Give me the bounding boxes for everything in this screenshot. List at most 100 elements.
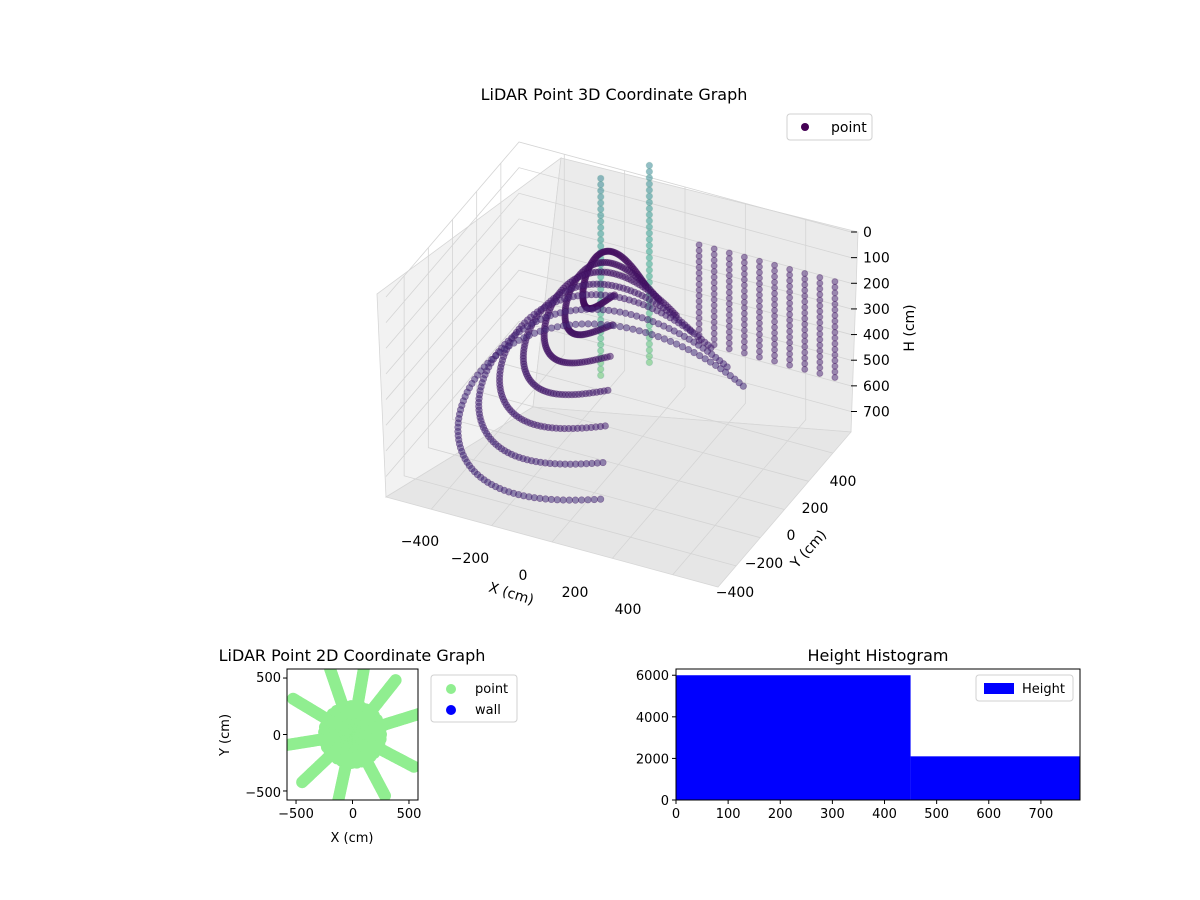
- streak-point: [786, 294, 794, 302]
- z-tick-label: 100: [863, 251, 890, 267]
- streak-point: [740, 349, 748, 357]
- streak-point: [816, 364, 824, 372]
- y-tick-label: −500: [245, 786, 281, 801]
- grid-line: [385, 218, 852, 375]
- streak-point: [740, 281, 748, 289]
- pole-point: [645, 198, 654, 207]
- streak-point: [816, 279, 824, 287]
- streak-point: [710, 301, 718, 309]
- y-tick-label: 4000: [636, 711, 669, 726]
- streak-point: [740, 321, 748, 329]
- legend-2d-wall-label: wall: [475, 703, 501, 718]
- streak-point: [831, 306, 839, 314]
- streak-point: [801, 326, 809, 334]
- scatter-point: [389, 674, 402, 687]
- streak-point: [740, 264, 748, 272]
- ring-point: [622, 324, 631, 332]
- streak-point: [786, 271, 794, 279]
- grid-line: [385, 295, 852, 452]
- legend-3d-frame: [786, 113, 873, 141]
- scatter-point: [287, 739, 293, 752]
- x-tick-label: 100: [716, 807, 741, 822]
- streak-point: [755, 336, 763, 344]
- z-tick-label: 400: [863, 328, 890, 344]
- histogram-bar: [910, 756, 1080, 800]
- grid-line: [476, 191, 809, 482]
- ring-point: [690, 348, 698, 357]
- ring-point: [721, 368, 730, 376]
- streak-point: [771, 278, 779, 286]
- x-ticks-3d: −400 −200 0 200 400: [401, 534, 642, 618]
- x-axis-label-3d: X (cm): [487, 580, 536, 609]
- pole-point: [597, 199, 605, 207]
- streak-point: [710, 279, 718, 287]
- pole-point: [645, 223, 654, 231]
- streak-point: [831, 374, 839, 382]
- pole-point: [645, 211, 654, 219]
- streak-point: [695, 269, 703, 277]
- streak-point: [755, 347, 763, 355]
- streak-point: [831, 328, 839, 336]
- streak-point: [725, 260, 733, 268]
- streak-point: [725, 266, 733, 274]
- streak-point: [710, 251, 718, 259]
- streak-point: [755, 353, 763, 361]
- scatter-point: [287, 740, 291, 751]
- grid-line: [385, 269, 852, 426]
- ring-point: [553, 496, 561, 504]
- grid-line: [430, 154, 565, 510]
- streak-point: [755, 268, 763, 276]
- streak-point: [695, 292, 703, 300]
- chart-3d-title: LiDAR Point 3D Coordinate Graph: [481, 85, 748, 104]
- streak-point: [755, 274, 763, 282]
- streak-point: [771, 312, 779, 320]
- ticks-2d: [283, 677, 410, 804]
- ring-point: [590, 495, 598, 504]
- streak-point: [816, 358, 824, 366]
- streak-point: [725, 328, 733, 336]
- ring-point: [559, 496, 567, 504]
- histogram-bar: [676, 675, 911, 800]
- ring-point: [559, 322, 568, 330]
- streak-point: [771, 295, 779, 303]
- pole-point: [597, 340, 605, 349]
- ring-point: [701, 355, 709, 363]
- ring-point: [648, 330, 656, 339]
- histogram-bars: [676, 675, 1080, 800]
- streak-point: [801, 309, 809, 317]
- x-axis-label-2d: X (cm): [331, 831, 374, 846]
- streak-point: [801, 360, 809, 368]
- ring-point: [672, 340, 681, 348]
- streak-point: [801, 365, 809, 373]
- streak-point: [816, 307, 824, 315]
- streak-point: [740, 315, 748, 323]
- ring-point: [572, 320, 580, 328]
- x-tick-label: 500: [924, 807, 949, 822]
- streak-point: [801, 269, 809, 277]
- legend-3d: point: [786, 113, 873, 141]
- streak-point: [695, 263, 703, 271]
- streak-point: [831, 351, 839, 359]
- x-tick-label: 700: [1028, 807, 1053, 822]
- grid-line: [551, 187, 686, 543]
- scatter-point: [407, 760, 418, 773]
- streak-point: [695, 241, 703, 249]
- streak-point: [710, 256, 718, 264]
- streak-point: [786, 288, 794, 296]
- streak-point: [831, 345, 839, 353]
- chart-histogram: Height Histogram 0 100 200 300 400 500 600 7000…: [636, 646, 1081, 822]
- streak-point: [771, 273, 779, 281]
- legend-2d-point-marker: [446, 684, 456, 694]
- grid-line: [385, 141, 852, 298]
- streak-point: [831, 289, 839, 297]
- ring-point: [565, 496, 573, 504]
- streak-point: [786, 305, 794, 313]
- ring-point: [553, 323, 562, 331]
- z-tick-label: 700: [863, 404, 890, 420]
- pole-point: [597, 334, 605, 343]
- pole-point: [645, 235, 654, 244]
- scatter-point: [287, 692, 300, 705]
- ring-point: [597, 320, 605, 328]
- ring-point: [629, 325, 637, 333]
- streak-point: [801, 298, 809, 306]
